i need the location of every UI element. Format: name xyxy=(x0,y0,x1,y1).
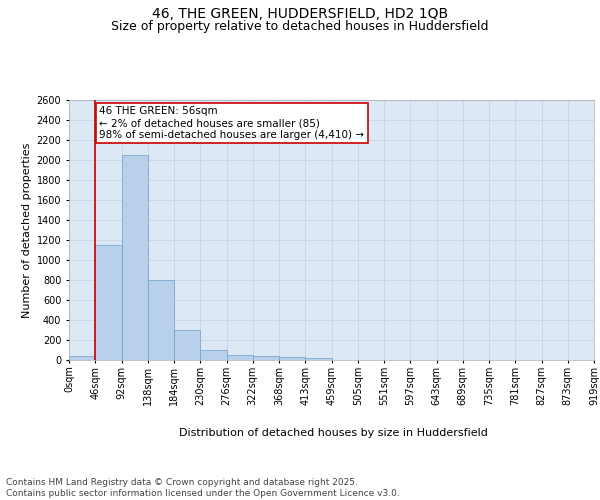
Bar xyxy=(69,356,95,360)
Text: Contains HM Land Registry data © Crown copyright and database right 2025.
Contai: Contains HM Land Registry data © Crown c… xyxy=(6,478,400,498)
Text: 46 THE GREEN: 56sqm
← 2% of detached houses are smaller (85)
98% of semi-detache: 46 THE GREEN: 56sqm ← 2% of detached hou… xyxy=(99,106,364,140)
Bar xyxy=(279,357,305,360)
Text: Size of property relative to detached houses in Huddersfield: Size of property relative to detached ho… xyxy=(111,20,489,33)
Y-axis label: Number of detached properties: Number of detached properties xyxy=(22,142,32,318)
Bar xyxy=(200,350,227,360)
Text: 46, THE GREEN, HUDDERSFIELD, HD2 1QB: 46, THE GREEN, HUDDERSFIELD, HD2 1QB xyxy=(152,8,448,22)
Bar xyxy=(174,330,200,360)
Text: Distribution of detached houses by size in Huddersfield: Distribution of detached houses by size … xyxy=(179,428,487,438)
Bar xyxy=(305,358,331,360)
Bar xyxy=(95,245,121,360)
Bar xyxy=(121,155,148,360)
Bar xyxy=(253,356,279,360)
Bar xyxy=(148,280,174,360)
Bar xyxy=(227,355,253,360)
